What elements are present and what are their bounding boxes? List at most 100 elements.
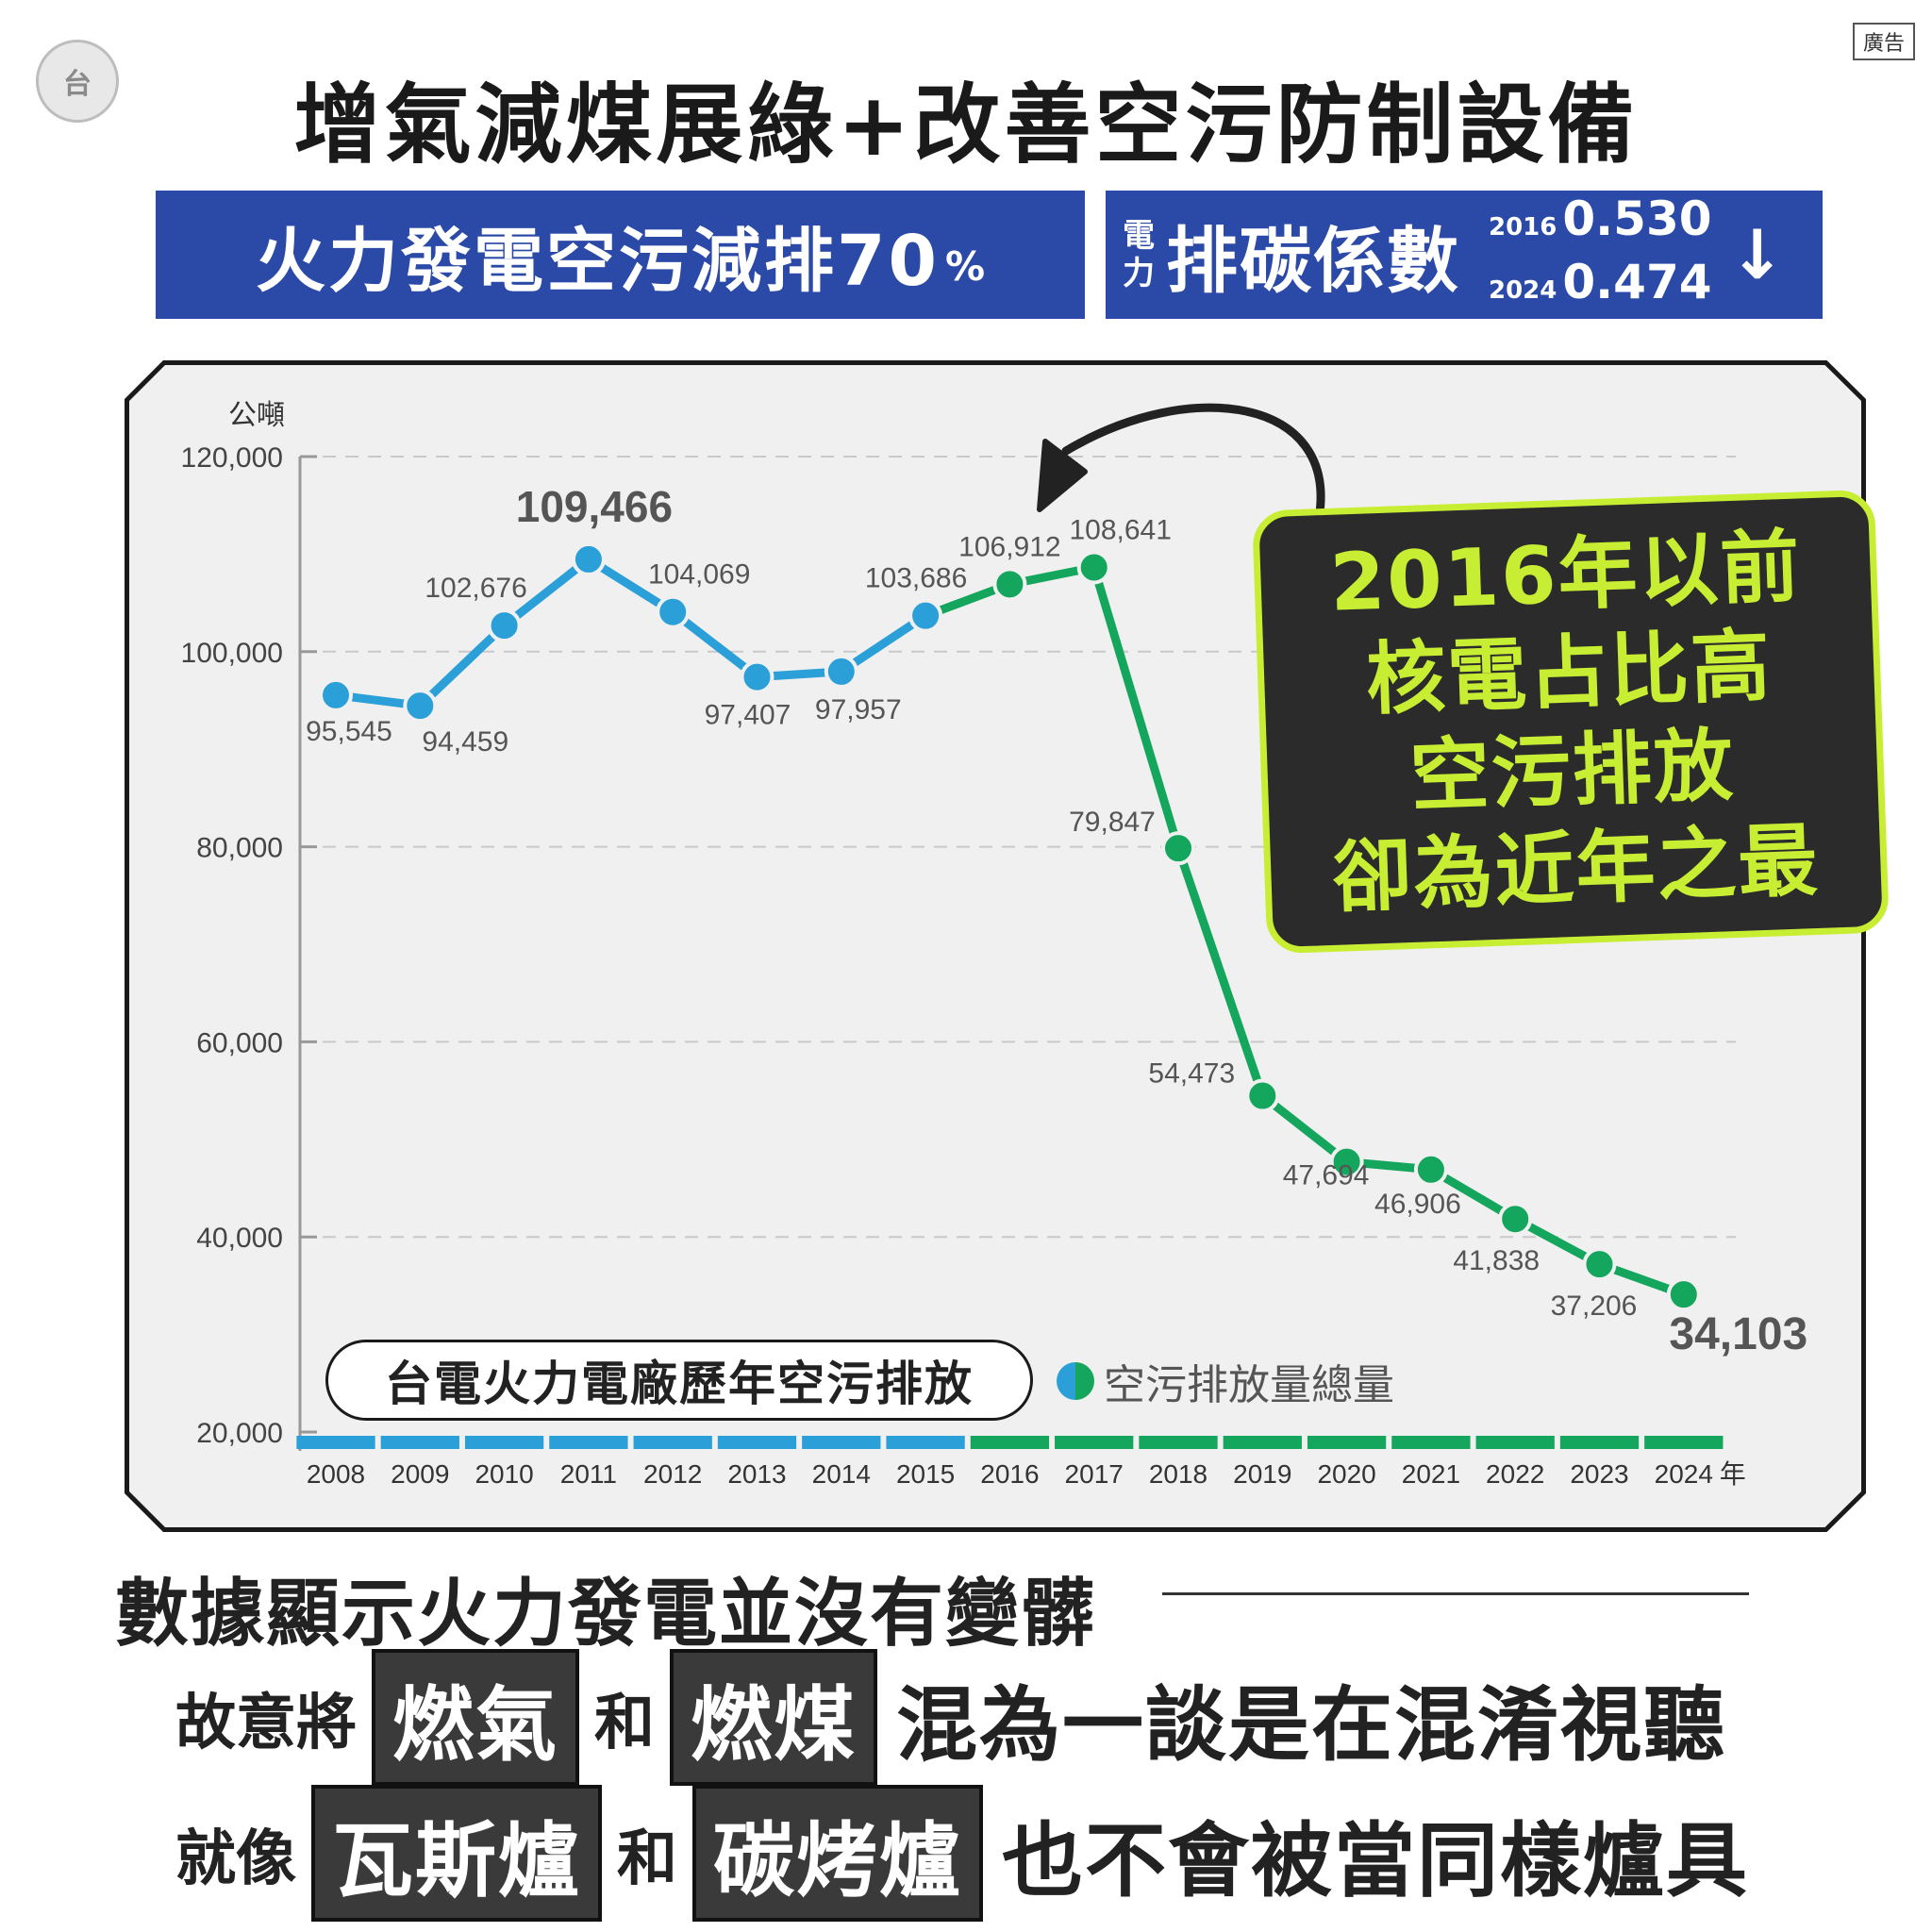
curved-arrow-head-icon [1037,439,1088,512]
chart-title: 台電火力電廠歷年空污排放 [325,1340,1033,1421]
electric-label: 電 力 [1123,217,1155,292]
data-point [403,689,438,724]
data-point [740,659,774,694]
ad-badge: 廣告 [1853,23,1915,60]
coefficient-values: 2016 0.530 2024 0.474 [1489,192,1712,318]
callout-line-3: 空污排放 [1408,718,1737,823]
y-tick-label: 100,000 [181,638,283,669]
x-tick-label: 2008 [307,1459,365,1489]
year-bar-segment [886,1436,965,1449]
x-tick-label: 2024 [1655,1459,1713,1489]
x-tick-label: 2011 [560,1459,617,1489]
y-tick-label: 120,000 [181,442,283,474]
data-label: 34,103 [1669,1309,1807,1359]
line3-conjunction: 和 [617,1824,677,1894]
page-title: 增氣減煤展綠+改善空污防制設備 [293,75,1639,175]
x-tick-label: 2015 [896,1459,955,1489]
electric-label-bottom: 力 [1123,255,1155,292]
data-label: 106,912 [958,531,1060,562]
data-point [1076,550,1111,585]
x-tick-label: 2020 [1317,1459,1375,1489]
data-point [824,654,858,689]
line3-suffix: 也不會被當同樣爐具 [1002,1814,1749,1908]
chart-legend: 空污排放量總量 [1057,1351,1394,1411]
line2-prefix: 故意將 [175,1688,357,1758]
data-point [1245,1078,1280,1113]
series-line-segment [668,608,761,682]
data-label: 79,847 [1069,807,1156,838]
emission-reduction-text: 火力發電空污減排70 [255,220,940,302]
x-tick-label: 2017 [1065,1459,1124,1489]
x-tick-label: 2014 [812,1459,871,1489]
data-label: 41,838 [1453,1245,1540,1276]
year-bar-segment [1139,1436,1218,1449]
data-label: 46,906 [1374,1189,1461,1220]
nuclear-callout: 2016年以前 核電占比高 空污排放 卻為近年之最 [1251,489,1890,955]
data-point [908,598,943,633]
x-tick-label: 2010 [475,1459,533,1489]
emission-reduction-banner: 火力發電空污減排70 % [156,191,1085,319]
year-bar-segment [633,1436,712,1449]
conclusion-line-2: 故意將 燃氣 和 燃煤 混為一談是在混淆視聽 [166,1649,1726,1786]
year-bar-segment [1055,1436,1134,1449]
data-label: 102,676 [425,573,526,604]
data-label: 108,641 [1069,514,1171,545]
divider-rule [1162,1592,1749,1595]
year-bar-segment [549,1436,628,1449]
coefficient-row-2016: 2016 0.530 [1489,192,1712,255]
data-point [487,608,522,643]
x-tick-label: 2016 [980,1459,1039,1489]
logo-glyph: 台 [63,68,92,101]
carbon-coefficient-banner: 電 力 排碳係數 2016 0.530 2024 0.474 ↓ [1106,191,1823,319]
data-label: 95,545 [306,716,392,747]
data-point [1498,1202,1533,1237]
data-point [571,541,606,576]
x-tick-label: 2018 [1149,1459,1208,1489]
year-bar-segment [1559,1436,1640,1449]
x-tick-label: 2023 [1570,1459,1628,1489]
y-tick-label: 40,000 [196,1223,283,1254]
y-tick-label: 60,000 [196,1027,283,1058]
data-label: 97,957 [815,694,902,725]
line3-boxed-charcoal-grill: 碳烤爐 [692,1785,983,1922]
data-point [1161,831,1195,866]
x-tick-label: 2019 [1233,1459,1291,1489]
x-tick-label: 2012 [643,1459,702,1489]
curved-arrow-shaft [1061,403,1325,524]
coefficient-value-2016: 0.530 [1562,192,1712,246]
legend-swatch [1057,1362,1094,1400]
callout-line-2: 核電占比高 [1364,619,1774,726]
conclusion-line-1: 數據顯示火力發電並沒有變髒 [115,1572,1097,1657]
year-bar-segment [1307,1436,1387,1449]
electric-label-top: 電 [1123,217,1155,255]
coefficient-year-2016: 2016 [1489,213,1557,242]
series-line-segment [1174,843,1267,1101]
data-label: 37,206 [1551,1291,1638,1322]
x-tick-label: 2022 [1486,1459,1544,1489]
line2-conjunction: 和 [594,1688,655,1758]
data-label: 47,694 [1283,1160,1370,1191]
series-line-segment [415,621,509,710]
data-point [656,594,691,629]
line3-prefix: 就像 [175,1824,296,1894]
y-axis-unit: 公噸 [228,399,285,432]
down-arrow-icon: ↓ [1728,215,1786,294]
line3-boxed-gas-stove: 瓦斯爐 [311,1785,602,1922]
data-point [1666,1277,1701,1312]
y-tick-label: 20,000 [196,1418,283,1449]
coefficient-year-2024: 2024 [1489,276,1557,305]
data-label: 109,466 [516,482,673,531]
year-bar-segment [1391,1436,1471,1449]
x-tick-label: 2021 [1402,1459,1460,1489]
data-point [1582,1247,1617,1282]
line2-boxed-gas: 燃氣 [372,1649,579,1786]
data-label: 97,407 [705,700,791,731]
data-label: 103,686 [865,563,967,594]
coefficient-label: 排碳係數 [1166,219,1460,303]
data-label: 104,069 [648,559,750,591]
series-line-segment [500,555,593,630]
callout-line-1: 2016年以前 [1328,520,1804,629]
emission-reduction-percent: % [944,242,986,290]
data-label: 54,473 [1148,1058,1235,1090]
